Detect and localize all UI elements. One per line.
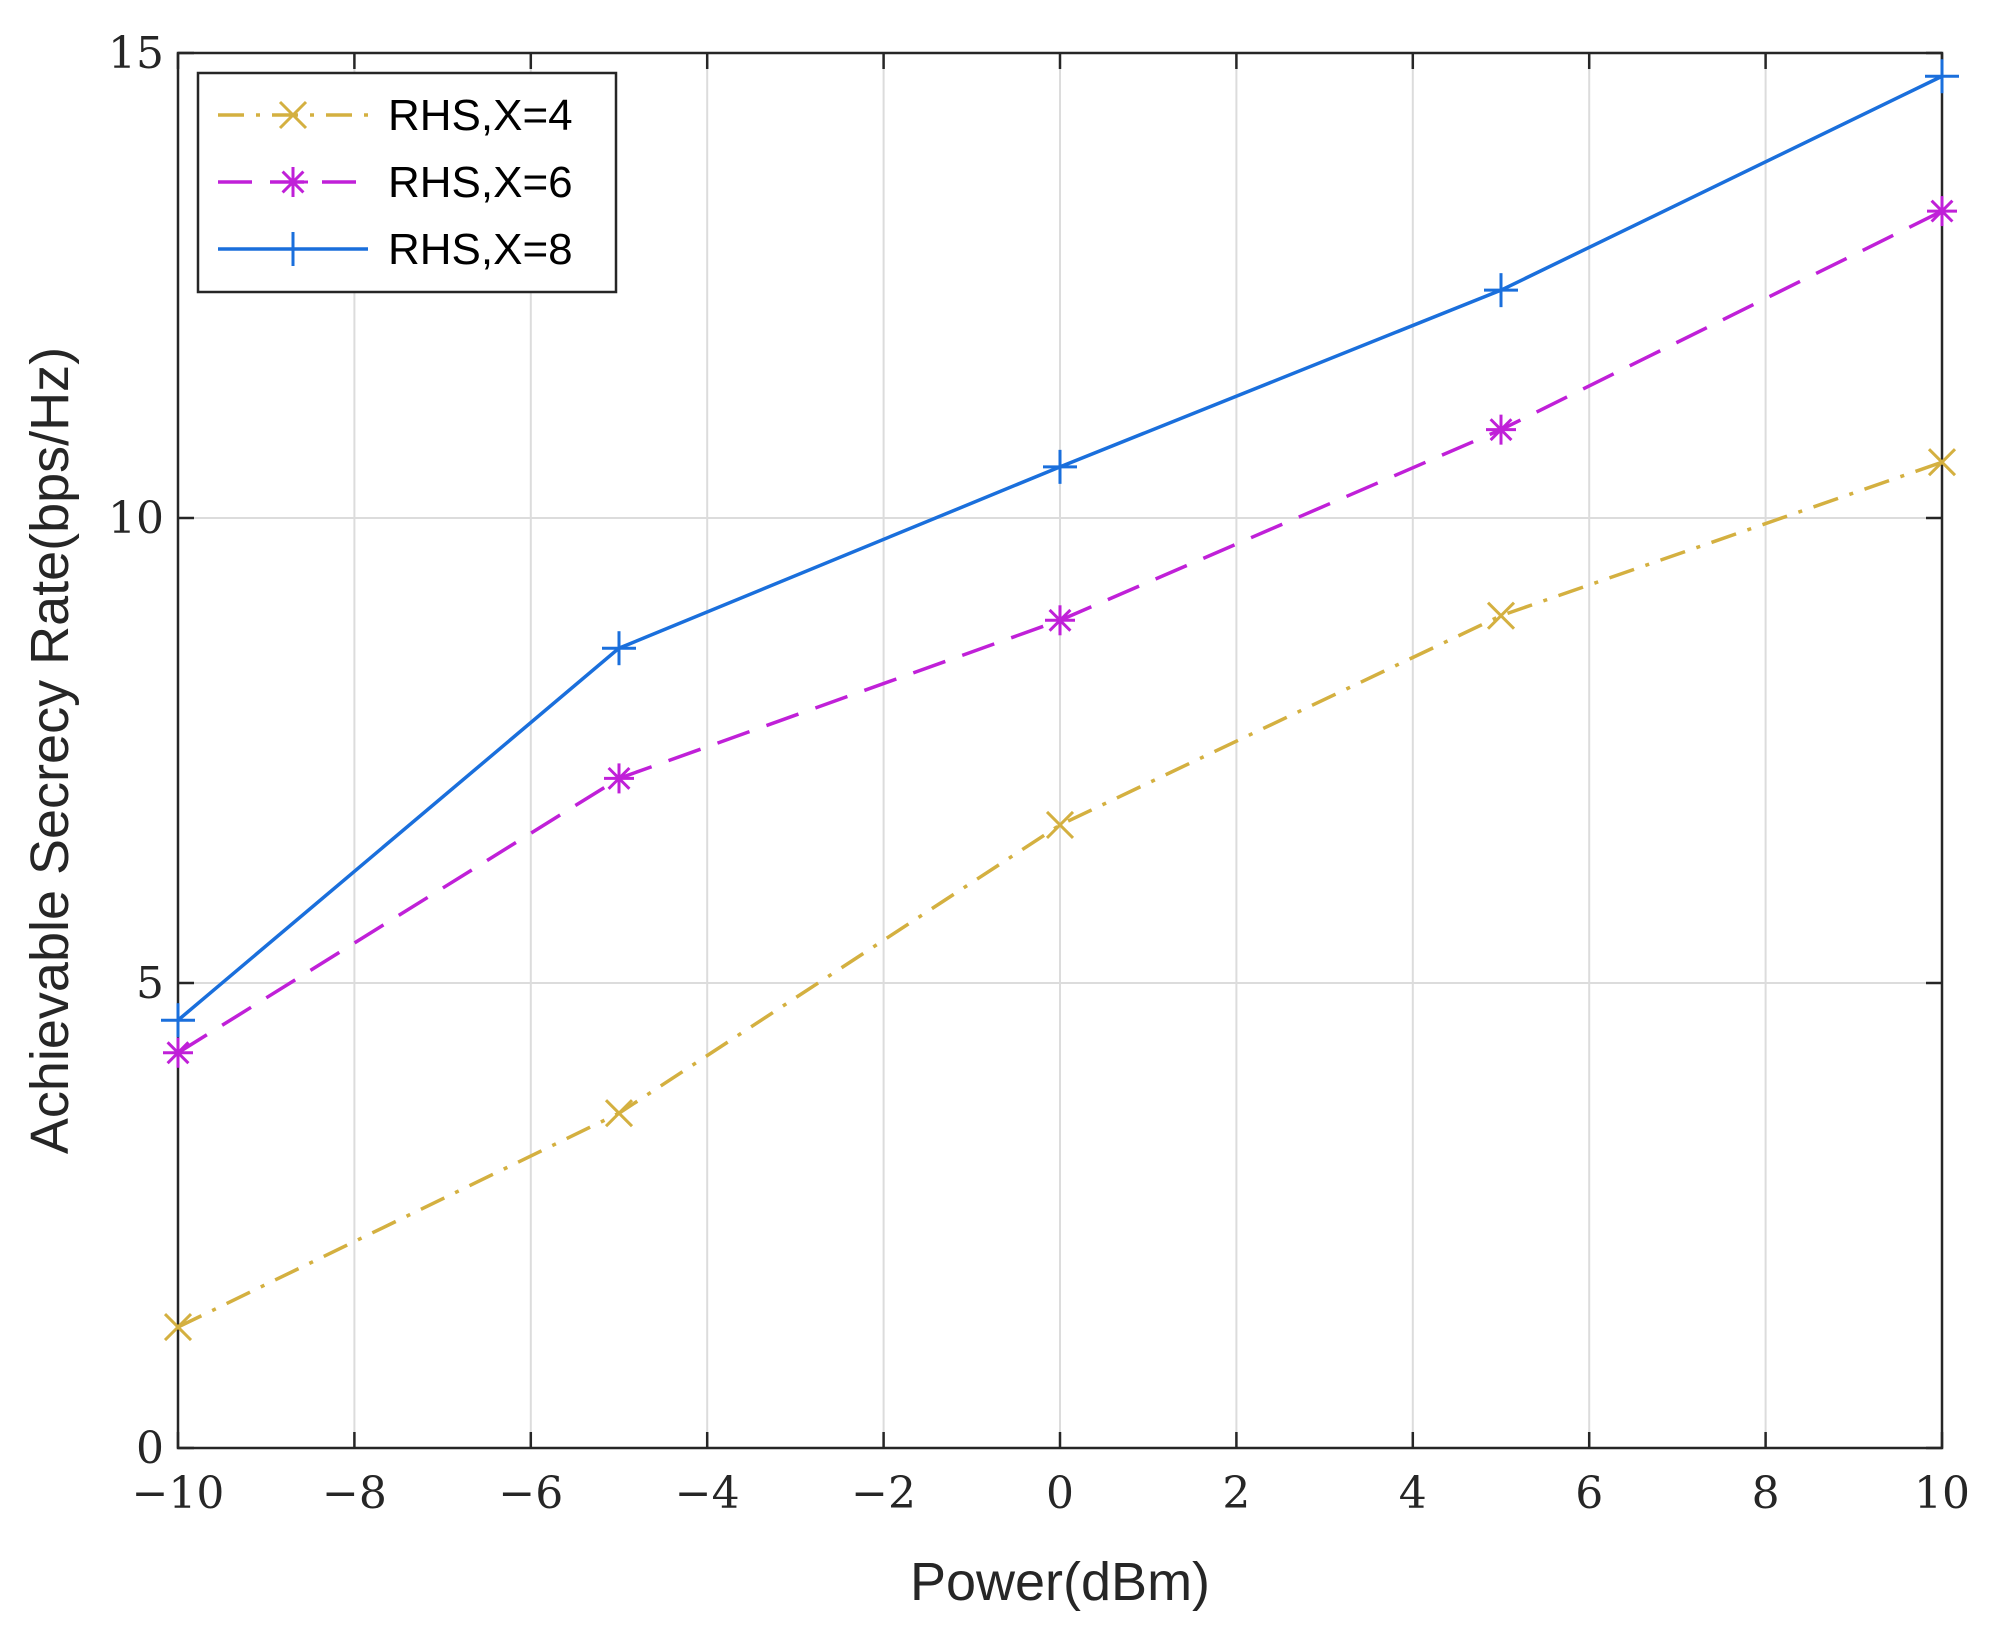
data-point [1045, 810, 1075, 839]
x-tick-label: 4 [1399, 1468, 1427, 1519]
legend-entry: RHS,X=4 [218, 91, 573, 140]
legend-box [196, 71, 618, 294]
y-tick-label: 5 [136, 958, 164, 1009]
data-point [163, 1313, 193, 1342]
data-point [1045, 605, 1075, 636]
data-point [161, 1003, 195, 1038]
axes [176, 51, 1944, 1450]
data-point [1486, 414, 1516, 445]
x-axis-label: Power(dBm) [910, 1552, 1210, 1612]
series-3 [161, 59, 1959, 1038]
y-tick-label: 0 [136, 1423, 164, 1474]
series-line [177, 460, 1943, 1329]
legend-entry: RHS,X=6 [218, 158, 573, 207]
x-tick-label: 8 [1752, 1468, 1780, 1519]
y-tick-label: 15 [108, 28, 164, 79]
legend-label: RHS,X=8 [388, 225, 573, 274]
x-tick-label: −6 [498, 1468, 563, 1519]
x-tick-label: −2 [851, 1468, 916, 1519]
data-point [1927, 196, 1957, 227]
legend-marker [278, 100, 308, 130]
data-point [604, 763, 634, 794]
x-tick-label: 6 [1575, 1468, 1603, 1519]
data-point [1486, 601, 1516, 630]
x-tick-label: −4 [675, 1468, 740, 1519]
data-point [1484, 273, 1518, 308]
tick-labels: −10 −8 −6 −4 −2 0 2 4 6 8 10 0 5 10 15 [108, 28, 1970, 1519]
legend-label: RHS,X=6 [388, 158, 573, 207]
data-point [163, 1037, 193, 1068]
series-group [161, 59, 1959, 1342]
y-tick-label: 10 [108, 493, 164, 544]
x-tick-label: −10 [132, 1468, 225, 1519]
data-point [1925, 59, 1959, 94]
y-axis-label: Achievable Secrecy Rate(bps/Hz) [20, 347, 80, 1154]
x-tick-label: 0 [1046, 1468, 1074, 1519]
series-2 [163, 196, 1957, 1068]
x-tick-label: −8 [322, 1468, 387, 1519]
legend-marker [276, 232, 310, 266]
legend-entry: RHS,X=8 [218, 225, 573, 274]
data-point [1043, 449, 1077, 484]
legend-marker [278, 167, 308, 197]
x-tick-label: 2 [1222, 1468, 1250, 1519]
legend: RHS,X=4 RHS,X=6 RHS,X=8 [196, 71, 618, 294]
data-point [1927, 448, 1957, 477]
series-line [177, 209, 1943, 1055]
data-point [602, 631, 636, 666]
x-tick-label: 10 [1914, 1468, 1970, 1519]
series-1 [163, 448, 1957, 1342]
data-point [604, 1099, 634, 1128]
legend-label: RHS,X=4 [388, 91, 573, 140]
